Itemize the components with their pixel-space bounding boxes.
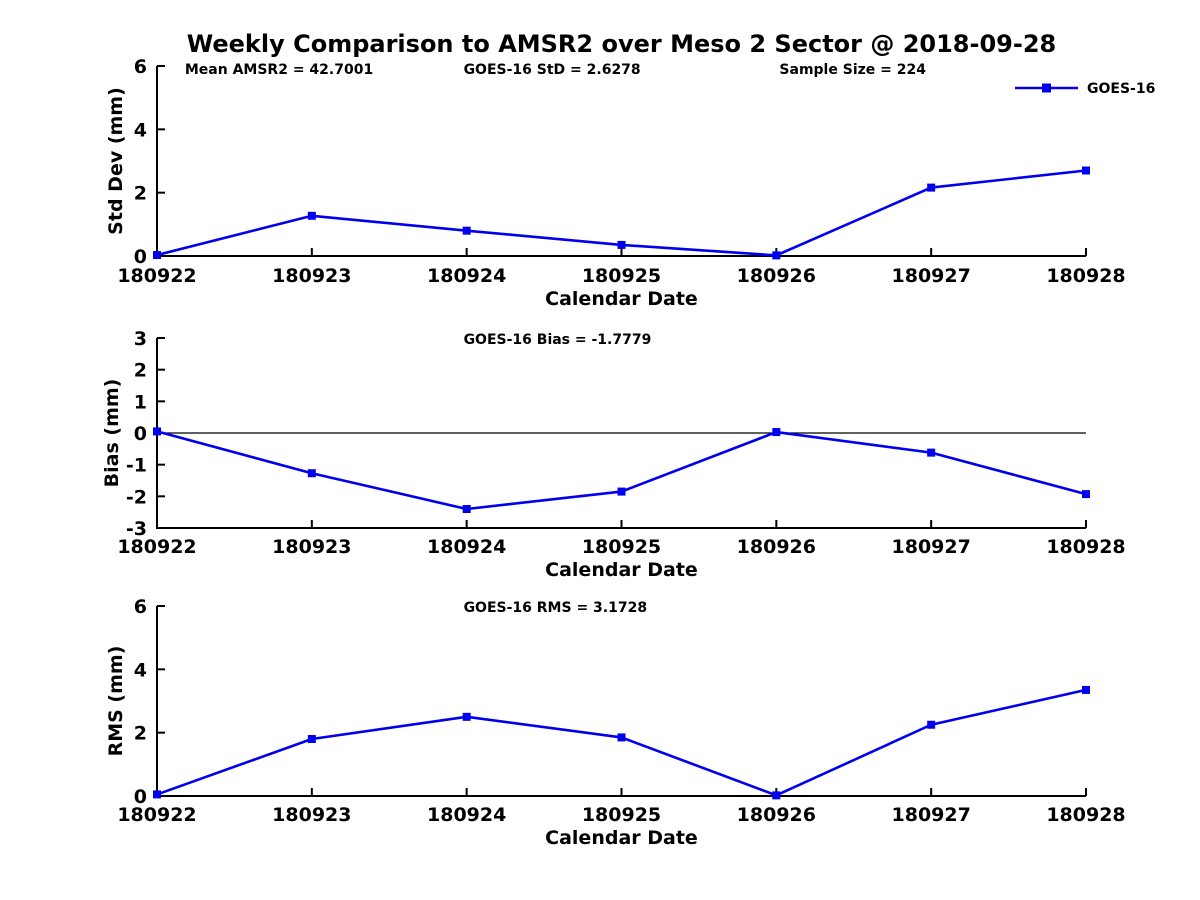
stat-annotation: Sample Size = 224 (779, 62, 926, 78)
subplot-std-dev: 0 2 4 6 180922 180923 180924 180925 180926 180927… (105, 56, 1155, 310)
data-point-marker (153, 427, 161, 436)
y-axis-tick-label: 0 (134, 246, 147, 268)
axis-spines (156, 66, 1086, 257)
y-axis-label: Bias (mm) (101, 379, 123, 488)
x-axis-tick-label: 180923 (272, 536, 351, 558)
x-axis-label: Calendar Date (545, 559, 698, 581)
y-axis-label: Std Dev (mm) (105, 87, 127, 235)
y-axis-tick-label: 3 (134, 328, 147, 350)
x-axis-tick-label: 180925 (582, 265, 661, 287)
axis-spines (156, 606, 1086, 797)
x-axis-tick-label: 180926 (737, 804, 816, 826)
x-axis-tick-label: 180925 (582, 536, 661, 558)
data-point-marker (153, 790, 161, 799)
legend-marker (1042, 83, 1051, 93)
x-axis-tick-label: 180928 (1046, 804, 1125, 826)
data-point-marker (1082, 685, 1090, 694)
series-line (156, 688, 1087, 797)
subplot-rms: 0 2 4 6 180922 180923 180924 180925 180926 180927… (105, 596, 1126, 849)
x-axis-label: Calendar Date (545, 288, 698, 310)
data-point-marker (307, 735, 316, 743)
y-axis-tick-label: 4 (134, 119, 147, 141)
figure-title: Weekly Comparison to AMSR2 over Meso 2 S… (186, 30, 1057, 58)
stat-annotation: GOES-16 StD = 2.6278 (464, 62, 641, 78)
x-axis-tick-label: 180923 (272, 804, 351, 826)
x-axis-tick-label: 180927 (892, 804, 971, 826)
y-axis-tick-label: -2 (126, 486, 147, 508)
data-point-marker (307, 211, 316, 220)
x-axis-tick-label: 180922 (117, 804, 196, 826)
data-point-marker (927, 183, 936, 192)
stat-annotation: Mean AMSR2 = 42.7001 (185, 62, 373, 78)
data-point-marker (462, 712, 471, 721)
x-axis-tick-label: 180924 (427, 804, 506, 826)
x-axis-label: Calendar Date (545, 827, 698, 849)
data-point-marker (307, 469, 316, 478)
x-axis-tick-label: 180923 (272, 265, 351, 287)
y-axis-tick-label: -1 (126, 455, 147, 477)
data-point-marker (927, 448, 936, 457)
x-axis-tick-label: 180928 (1046, 265, 1125, 287)
data-point-marker (927, 720, 936, 729)
y-axis-tick-label: 4 (134, 659, 147, 681)
y-axis-tick-label: -3 (126, 518, 147, 540)
y-axis-tick-label: 0 (134, 786, 147, 808)
y-axis-label: RMS (mm) (105, 646, 127, 757)
x-axis-tick-label: 180925 (582, 804, 661, 826)
legend: GOES-16 (1015, 81, 1155, 97)
x-axis-tick-label: 180922 (117, 536, 196, 558)
data-point-marker (772, 251, 781, 260)
x-axis-tick-label: 180926 (737, 265, 816, 287)
x-axis-tick-label: 180928 (1046, 536, 1125, 558)
stat-annotation: GOES-16 RMS = 3.1728 (464, 600, 648, 616)
data-point-marker (772, 428, 781, 437)
data-point-marker (462, 505, 471, 513)
data-point-marker (153, 251, 161, 260)
series-line (156, 430, 1087, 511)
data-point-marker (617, 733, 626, 742)
x-axis-tick-label: 180922 (117, 265, 196, 287)
y-axis-tick-label: 1 (134, 391, 147, 413)
data-point-marker (462, 226, 471, 235)
x-axis-tick-label: 180927 (892, 265, 971, 287)
y-axis-tick-label: 2 (134, 360, 147, 382)
y-axis-tick-label: 2 (134, 183, 147, 205)
data-point-marker (617, 240, 626, 249)
x-axis-tick-label: 180924 (427, 536, 506, 558)
data-point-marker (617, 487, 626, 496)
data-point-marker (1082, 490, 1090, 499)
y-axis-tick-label: 6 (134, 596, 147, 618)
x-axis-tick-label: 180927 (892, 536, 971, 558)
data-point-marker (1082, 166, 1090, 175)
y-axis-tick-label: 0 (134, 423, 147, 445)
y-axis-tick-label: 2 (134, 723, 147, 745)
x-axis-tick-label: 180926 (737, 536, 816, 558)
stat-annotation: GOES-16 Bias = -1.7779 (464, 332, 652, 348)
x-axis-tick-label: 180924 (427, 265, 506, 287)
y-axis-tick-label: 6 (134, 56, 147, 78)
legend-label: GOES-16 (1087, 81, 1155, 97)
data-point-marker (772, 791, 781, 800)
